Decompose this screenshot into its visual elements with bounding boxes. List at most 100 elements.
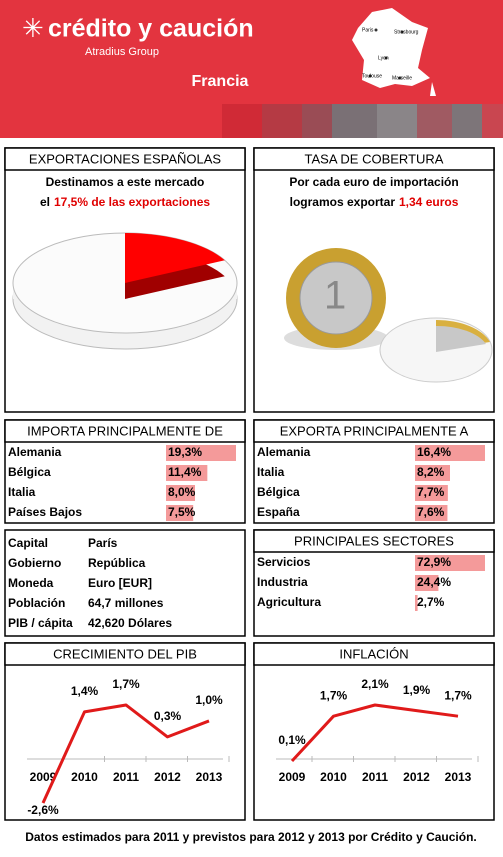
panel-title: EXPORTACIONES ESPAÑOLAS <box>29 151 221 166</box>
country: Francia <box>192 73 249 90</box>
cobertura-line2: logramos exportar 1,34 euros <box>290 195 459 209</box>
city-label: Marseille <box>392 75 412 81</box>
logo-mark: ✳ <box>22 13 44 43</box>
city-label: Paris <box>362 27 374 33</box>
bar <box>415 465 450 481</box>
value-label: 0,3% <box>154 709 182 723</box>
coin-one: 1 <box>324 274 346 318</box>
panel-title-bar <box>253 147 495 171</box>
category-label: Bélgica <box>8 465 51 479</box>
brand: crédito y caución <box>48 15 254 43</box>
value-label: 1,4% <box>71 684 99 698</box>
x-tick-label: 2012 <box>403 770 430 784</box>
panel-title: EXPORTA PRINCIPALMENTE A <box>280 423 469 438</box>
brand-group: Atradius Group <box>85 46 159 58</box>
line <box>41 703 210 804</box>
city-dot <box>374 28 378 32</box>
category-label: Italia <box>8 485 36 499</box>
pie-lead: el <box>40 195 50 209</box>
cobertura-highlight: 1,34 euros <box>399 195 459 209</box>
value-label: 7,7% <box>417 485 445 499</box>
value-label: 1,9% <box>403 683 431 697</box>
category-label: Alemania <box>8 445 62 459</box>
pie-slice <box>125 233 225 283</box>
bar <box>415 505 448 521</box>
value-label: 16,4% <box>417 445 451 459</box>
map-france <box>352 8 436 96</box>
line-panel <box>253 642 495 821</box>
info-value: 42,620 Dólares <box>88 616 172 630</box>
city-dot <box>400 30 404 34</box>
panel-title: TASA DE COBERTURA <box>305 151 444 166</box>
city-label: Strasbourg <box>394 29 419 35</box>
panel-title-bar <box>4 419 246 443</box>
pie-highlight: 17,5% de las exportaciones <box>54 195 210 209</box>
cobertura-text: logramos exportar <box>290 195 396 209</box>
value-label: 19,3% <box>168 445 202 459</box>
value-label: -2,6% <box>27 803 59 817</box>
x-tick-label: 2013 <box>445 770 472 784</box>
bar <box>415 445 485 461</box>
panel-title-bar <box>253 419 495 443</box>
info-label: PIB / cápita <box>8 616 73 630</box>
panel-title-bar <box>253 529 495 553</box>
info-label: Moneda <box>8 576 54 590</box>
x-tick-label: 2012 <box>154 770 181 784</box>
panel-title: PRINCIPALES SECTORES <box>294 533 454 548</box>
cobertura-line1: Por cada euro de importación <box>289 175 458 189</box>
value-label: 7,5% <box>168 505 196 519</box>
info-value: París <box>88 536 118 550</box>
subtitle: Destinamos a este mercado <box>46 175 205 189</box>
bar <box>415 595 418 611</box>
city-label: Toulouse <box>362 73 382 79</box>
city-label: Lyon <box>378 55 389 61</box>
info-value: 64,7 millones <box>88 596 164 610</box>
bar <box>415 575 439 591</box>
category-label: Bélgica <box>257 485 300 499</box>
x-tick-label: 2011 <box>362 770 388 784</box>
info-value: Euro [EUR] <box>88 576 152 590</box>
value-label: 0,1% <box>278 733 306 747</box>
value-label: 8,0% <box>168 485 196 499</box>
bar <box>415 485 448 501</box>
value-label: 2,1% <box>361 677 389 691</box>
value-label: 2,7% <box>417 595 445 609</box>
category-label: Alemania <box>257 445 311 459</box>
header-strip <box>222 104 503 138</box>
x-tick-label: 2009 <box>30 770 57 784</box>
value-label: 24,4% <box>417 575 451 589</box>
bar <box>415 555 485 571</box>
value-label: 1,7% <box>320 688 348 702</box>
pie-caption: el 17,5% de las exportaciones <box>40 195 210 209</box>
info-label: Población <box>8 596 65 610</box>
panel-title: IMPORTA PRINCIPALMENTE DE <box>27 423 223 438</box>
x-tick-label: 2010 <box>320 770 347 784</box>
bar <box>166 505 194 521</box>
coin-center <box>299 261 373 335</box>
category-label: Países Bajos <box>8 505 82 519</box>
value-label: 7,6% <box>417 505 445 519</box>
x-tick-label: 2010 <box>71 770 98 784</box>
city-dot <box>398 76 402 80</box>
bar <box>166 445 236 461</box>
value-label: 11,4% <box>168 465 202 479</box>
bar <box>166 485 196 501</box>
city-dot <box>368 74 372 78</box>
category-label: España <box>257 505 300 519</box>
panel-title: INFLACIÓN <box>339 646 408 661</box>
panel-title-bar <box>253 642 495 666</box>
panel-title-bar <box>4 147 246 171</box>
category-label: Servicios <box>257 555 311 569</box>
value-label: 1,7% <box>444 688 472 702</box>
line-panel <box>4 642 246 821</box>
bar <box>166 465 208 481</box>
value-label: 8,2% <box>417 465 445 479</box>
coin-small-face <box>436 325 486 352</box>
category-label: Agricultura <box>257 595 321 609</box>
panel-title: CRECIMIENTO DEL PIB <box>53 646 197 661</box>
info-panel <box>4 529 246 637</box>
x-tick-label: 2013 <box>196 770 223 784</box>
city-dot <box>384 56 388 60</box>
category-label: Italia <box>257 465 285 479</box>
